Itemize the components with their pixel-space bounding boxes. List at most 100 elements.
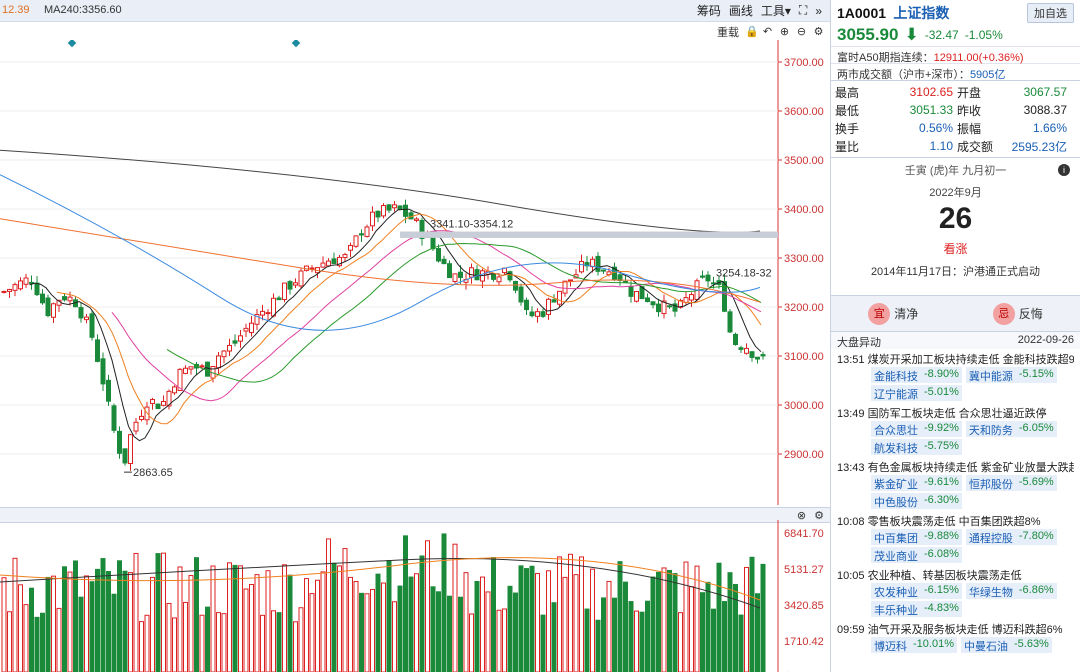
stock-tag[interactable]: 华绿生物 -6.86% — [965, 583, 1057, 599]
candle-body — [441, 258, 447, 265]
stock-tag[interactable]: 博迈科 -10.01% — [871, 637, 957, 653]
volume-bar — [419, 555, 425, 672]
stock-tag[interactable]: 天和防务 -6.05% — [965, 421, 1057, 437]
volume-bar — [430, 586, 436, 672]
volume-tools: ⊗ ⚙ — [797, 509, 824, 522]
stock-tag[interactable]: 中百集团 -9.88% — [871, 529, 962, 545]
kline-chart[interactable]: 3700.00 3600.00 3500.00 3400.00 3300.00 3200.… — [0, 40, 830, 505]
draw-line-button[interactable]: 画线 — [728, 4, 753, 18]
volume-bar — [95, 568, 100, 672]
candle-body — [1, 290, 7, 293]
volume-bar — [78, 596, 84, 672]
expand-icon[interactable]: » — [815, 3, 822, 18]
volume-bar — [524, 568, 529, 672]
zoom-in-icon[interactable]: ⊕ — [779, 25, 790, 38]
news-text[interactable]: 13:49 国防军工板块走低 合众思壮逼近跌停 — [837, 408, 1047, 420]
news-item[interactable]: 10:08 零售板块震荡走低 中百集团跌超8% 中百集团 -9.88% 通程控股 -7.… — [831, 511, 1080, 565]
candle-body — [623, 280, 628, 283]
stock-name[interactable]: 上证指数 — [893, 5, 950, 21]
stock-tag[interactable]: 合众思壮 -9.92% — [871, 421, 962, 437]
candle-body — [348, 244, 353, 251]
stock-tag[interactable]: 辽宁能源 -5.01% — [871, 385, 962, 401]
volume-bar — [529, 565, 535, 672]
stock-tag[interactable]: 恒邦股份 -5.69% — [965, 475, 1057, 491]
chip-button[interactable]: 筹码 — [696, 4, 721, 18]
volume-bar — [133, 552, 139, 672]
zoom-out-icon[interactable]: ⊖ — [796, 25, 807, 38]
news-text[interactable]: 13:43 有色金属板块持续走低 紫金矿业放量大跌超8 — [837, 462, 1074, 474]
chart-topbar: 12.39 MA240:3356.60 筹码 画线 工具▾ ⛶ » — [0, 0, 830, 22]
settings-icon[interactable]: ⚙ — [813, 25, 824, 38]
volume-settings-icon[interactable]: ⚙ — [814, 510, 824, 522]
volume-bar — [84, 575, 89, 672]
chart-area[interactable]: 12.39 MA240:3356.60 筹码 画线 工具▾ ⛶ » 重载 🔒 ↶… — [0, 0, 830, 672]
candle-body — [683, 297, 689, 303]
tools-menu-button[interactable]: 工具▾ — [760, 4, 791, 18]
stock-tag[interactable]: 紫金矿业 -9.61% — [871, 475, 962, 491]
undo-icon[interactable]: ↶ — [762, 25, 773, 38]
stock-tag[interactable]: 中色股份 -6.30% — [871, 493, 962, 509]
stock-code: 1A0001 — [837, 5, 887, 21]
candle-body — [601, 269, 606, 272]
news-text[interactable]: 10:08 零售板块震荡走低 中百集团跌超8% — [837, 516, 1041, 528]
news-item[interactable]: 13:51 煤炭开采加工板块持续走低 金能科技跌超9% 金能科技 -8.90% 冀中能… — [831, 349, 1080, 403]
stock-tag[interactable]: 茂业商业 -6.08% — [871, 547, 962, 563]
volume-bar — [304, 578, 309, 672]
volume-bar — [320, 571, 326, 672]
news-text[interactable]: 10:05 农业种植、转基因板块震荡走低 — [837, 570, 1022, 582]
vol-ma2-line — [0, 557, 761, 601]
candles-group — [1, 199, 766, 471]
candle-body — [320, 262, 326, 268]
news-text[interactable]: 09:59 油气开采及服务板块走低 博迈科跌超6% — [837, 624, 1063, 636]
price-row: 3055.90 ⬇ -32.47 -1.05% — [831, 24, 1080, 46]
volume-bar — [243, 588, 249, 672]
volume-bar — [623, 581, 628, 672]
volume-bar — [221, 613, 227, 672]
candle-body — [84, 316, 89, 321]
volume-bar — [535, 573, 540, 672]
add-watchlist-button[interactable]: 加自选 — [1027, 3, 1074, 23]
reload-button[interactable]: 重载 — [717, 27, 739, 39]
candle-body — [513, 281, 518, 291]
gap2-label: 3254.18-32 — [716, 268, 772, 280]
stock-tag[interactable]: 丰乐种业 -4.83% — [871, 601, 962, 617]
news-text[interactable]: 13:51 煤炭开采加工板块持续走低 金能科技跌超9% — [837, 354, 1074, 366]
stock-tag[interactable]: 中曼石油 -5.63% — [960, 637, 1052, 653]
candle-body — [155, 403, 161, 410]
candle-body — [67, 296, 73, 302]
close-icon[interactable]: ⊗ — [796, 510, 807, 522]
stock-tag[interactable]: 金能科技 -8.90% — [871, 367, 962, 383]
stats-table: 最高 3102.65 开盘 3067.57 最低 3051.33 昨收 3088.… — [831, 80, 1080, 157]
year-month: 2022年9月 — [929, 187, 982, 199]
volume-bar — [18, 584, 23, 672]
stock-tag[interactable]: 航发科技 -5.75% — [871, 439, 962, 455]
lock-icon[interactable]: 🔒 — [745, 25, 759, 38]
volume-bar — [375, 573, 381, 672]
stock-tag[interactable]: 冀中能源 -5.15% — [965, 367, 1057, 383]
volume-bar — [1, 577, 7, 672]
news-tags: 农发种业 -6.15% 华绿生物 -6.86% 丰乐种业 -4.83% — [871, 583, 1074, 617]
stat-label: 昨收 — [957, 103, 982, 118]
info-icon[interactable]: i — [1058, 164, 1070, 176]
candle-body — [711, 282, 716, 285]
volume-bar — [161, 552, 166, 672]
candle-body — [309, 267, 315, 270]
news-item[interactable]: 13:43 有色金属板块持续走低 紫金矿业放量大跌超8 紫金矿业 -9.61% 恒邦股… — [831, 457, 1080, 511]
news-item[interactable]: 09:59 油气开采及服务板块走低 博迈科跌超6% 博迈科 -10.01% 中曼石油 -… — [831, 619, 1080, 655]
news-item[interactable]: 10:05 农业种植、转基因板块震荡走低 农发种业 -6.15% 华绿生物 -6.86%… — [831, 565, 1080, 619]
candle-body — [568, 279, 573, 282]
volume-bar — [260, 614, 265, 672]
stock-tag[interactable]: 农发种业 -6.15% — [871, 583, 962, 599]
stock-tag[interactable]: 通程控股 -7.80% — [965, 529, 1057, 545]
vol-tick-label: 3420.85 — [784, 600, 824, 612]
candle-body — [722, 281, 727, 312]
news-item[interactable]: 13:49 国防军工板块走低 合众思壮逼近跌停 合众思壮 -9.92% 天和防务 -6.… — [831, 403, 1080, 457]
news-tags: 中百集团 -9.88% 通程控股 -7.80% 茂业商业 -6.08% — [871, 529, 1074, 563]
news-title: 大盘异动 — [837, 337, 881, 349]
candle-body — [78, 307, 84, 319]
fullscreen-icon[interactable]: ⛶ — [798, 3, 808, 17]
yi-text: 清净 — [894, 307, 919, 321]
volume-bar — [282, 564, 287, 672]
volume-bar — [518, 565, 524, 672]
